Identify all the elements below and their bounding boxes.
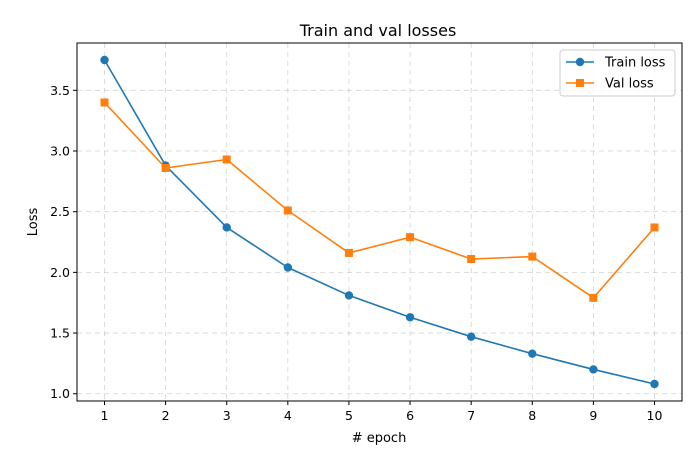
x-axis-ticks: 1 2 3 4 5 6 7 8 9 10 [101, 401, 663, 423]
series-1 [100, 98, 659, 302]
data-point [283, 263, 293, 272]
y-tick-label: 3.5 [50, 83, 70, 98]
data-point [650, 223, 659, 232]
x-tick-label: 1 [101, 408, 109, 423]
x-tick-label: 5 [345, 408, 353, 423]
series [100, 55, 659, 389]
x-tick-label: 4 [284, 408, 292, 423]
data-point [589, 365, 598, 374]
data-point [100, 55, 109, 65]
x-tick-label: 7 [467, 408, 475, 423]
legend-marker [576, 79, 584, 87]
data-point [528, 349, 537, 358]
data-point [528, 252, 537, 261]
y-axis-label: Loss [26, 208, 41, 237]
x-tick-label: 3 [223, 408, 231, 423]
plot-frame [76, 42, 683, 402]
data-point [344, 291, 354, 300]
data-point [405, 313, 415, 322]
chart-title: Train and val losses [299, 21, 457, 40]
data-point [467, 255, 476, 264]
data-point [100, 98, 109, 107]
legend-label: Train loss [604, 56, 666, 71]
data-point [222, 155, 231, 164]
y-tick-label: 1.5 [50, 326, 70, 341]
data-point [589, 293, 598, 302]
series-line [103, 101, 656, 299]
legend: Train loss Val loss [559, 49, 676, 97]
x-tick-label: 8 [528, 408, 536, 423]
grid [77, 43, 682, 401]
x-tick-label: 10 [647, 408, 663, 423]
data-point [283, 206, 292, 215]
series-0 [100, 55, 659, 389]
data-point [466, 332, 476, 341]
legend-entry: Train loss [566, 56, 666, 71]
legend-entry: Val loss [566, 77, 654, 92]
data-point [406, 233, 415, 242]
data-point [222, 223, 231, 232]
data-point [161, 163, 170, 172]
data-point [344, 248, 353, 257]
y-axis-ticks: 1.0 1.5 2.0 2.5 3.0 3.5 [50, 83, 77, 401]
y-tick-label: 2.5 [50, 204, 70, 219]
x-axis-label: # epoch [352, 431, 407, 446]
x-tick-label: 9 [589, 408, 597, 423]
y-tick-label: 3.0 [50, 144, 70, 159]
x-tick-label: 2 [162, 408, 170, 423]
y-tick-label: 2.0 [50, 265, 70, 280]
y-tick-label: 1.0 [50, 386, 70, 401]
x-tick-label: 6 [406, 408, 414, 423]
legend-label: Val loss [605, 77, 654, 92]
legend-marker [575, 57, 585, 67]
data-point [650, 379, 659, 389]
series-line [103, 59, 655, 385]
